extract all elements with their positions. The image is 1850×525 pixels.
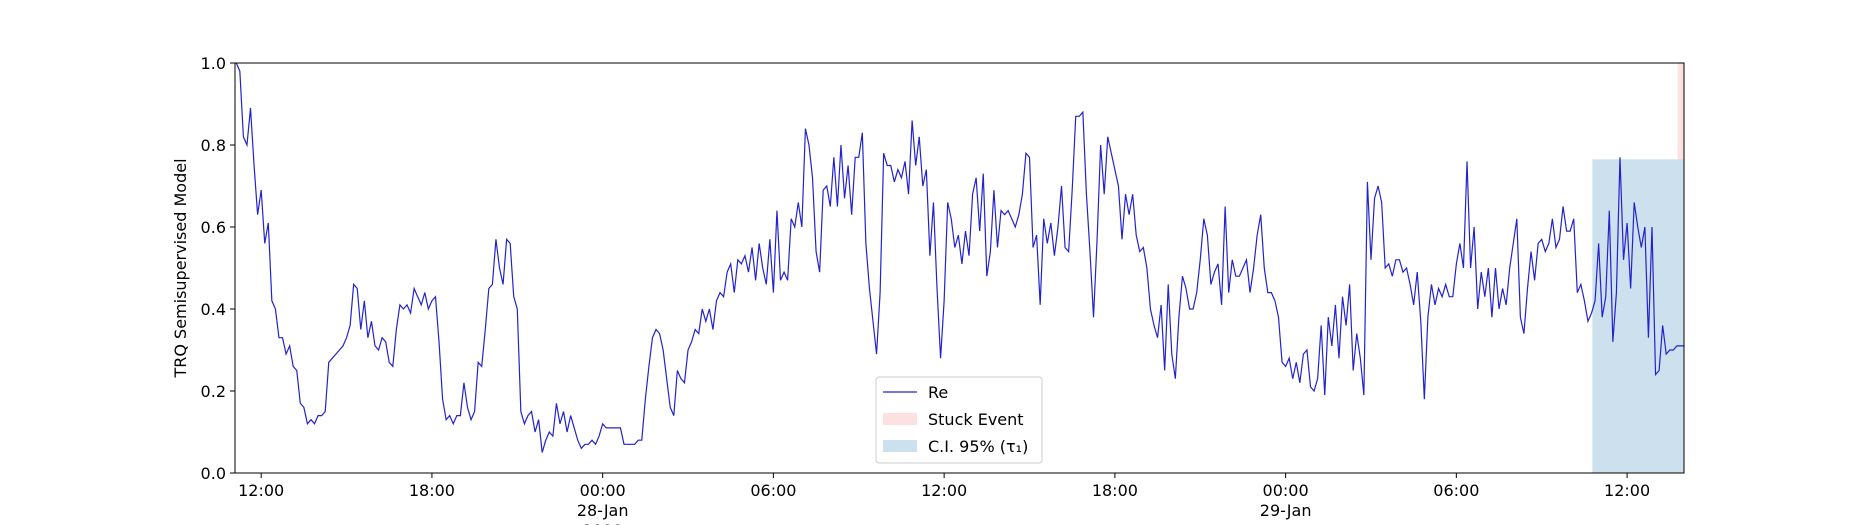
- shaded-region: [1592, 159, 1684, 473]
- x-tick-label: 12:00: [1604, 481, 1650, 500]
- x-tick-label: 12:00: [238, 481, 284, 500]
- legend-patch: [883, 440, 917, 452]
- y-tick-label: 0.4: [201, 300, 226, 319]
- x-tick-label: 06:00: [750, 481, 796, 500]
- plot-frame: [234, 62, 1685, 474]
- y-tick-label: 0.6: [201, 218, 226, 237]
- y-tick-label: 0.8: [201, 136, 226, 155]
- x-tick-label: 00:00 29-Jan: [1260, 481, 1312, 520]
- y-tick-label: 0.2: [201, 382, 226, 401]
- legend-box: [875, 376, 1043, 464]
- legend-patch: [883, 413, 917, 425]
- y-tick-label: 1.0: [201, 54, 226, 73]
- x-tick-label: 06:00: [1433, 481, 1479, 500]
- x-tick-label: 12:00: [921, 481, 967, 500]
- y-axis-label: TRQ Semisupervised Model: [171, 158, 190, 378]
- legend-label: C.I. 95% (τ₁): [928, 437, 1028, 456]
- x-tick-label: 18:00: [409, 481, 455, 500]
- legend-label: Re: [928, 383, 948, 402]
- y-tick-label: 0.0: [201, 464, 226, 483]
- x-tick-label: 18:00: [1092, 481, 1138, 500]
- legend-label: Stuck Event: [928, 410, 1024, 429]
- data-line: [235, 62, 1684, 453]
